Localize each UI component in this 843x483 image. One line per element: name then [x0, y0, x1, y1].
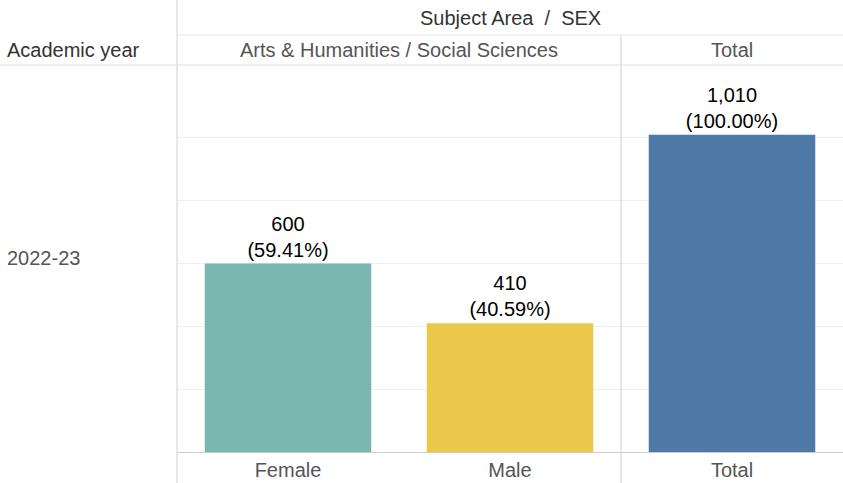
svg-text:600(59.41%): 600(59.41%)	[247, 213, 328, 261]
svg-text:2022-23: 2022-23	[7, 247, 80, 269]
svg-text:410(40.59%): 410(40.59%)	[469, 272, 550, 320]
svg-text:Academic year: Academic year	[7, 39, 140, 61]
svg-text:1,010(100.00%): 1,010(100.00%)	[686, 84, 778, 132]
svg-text:Total: Total	[711, 39, 753, 61]
svg-text:Total: Total	[711, 459, 753, 481]
svg-text:Arts & Humanities / Social Sci: Arts & Humanities / Social Sciences	[240, 39, 558, 61]
svg-text:Female: Female	[255, 459, 322, 481]
svg-text:Subject Area / SEX: Subject Area / SEX	[420, 7, 601, 29]
svg-text:Male: Male	[488, 459, 531, 481]
